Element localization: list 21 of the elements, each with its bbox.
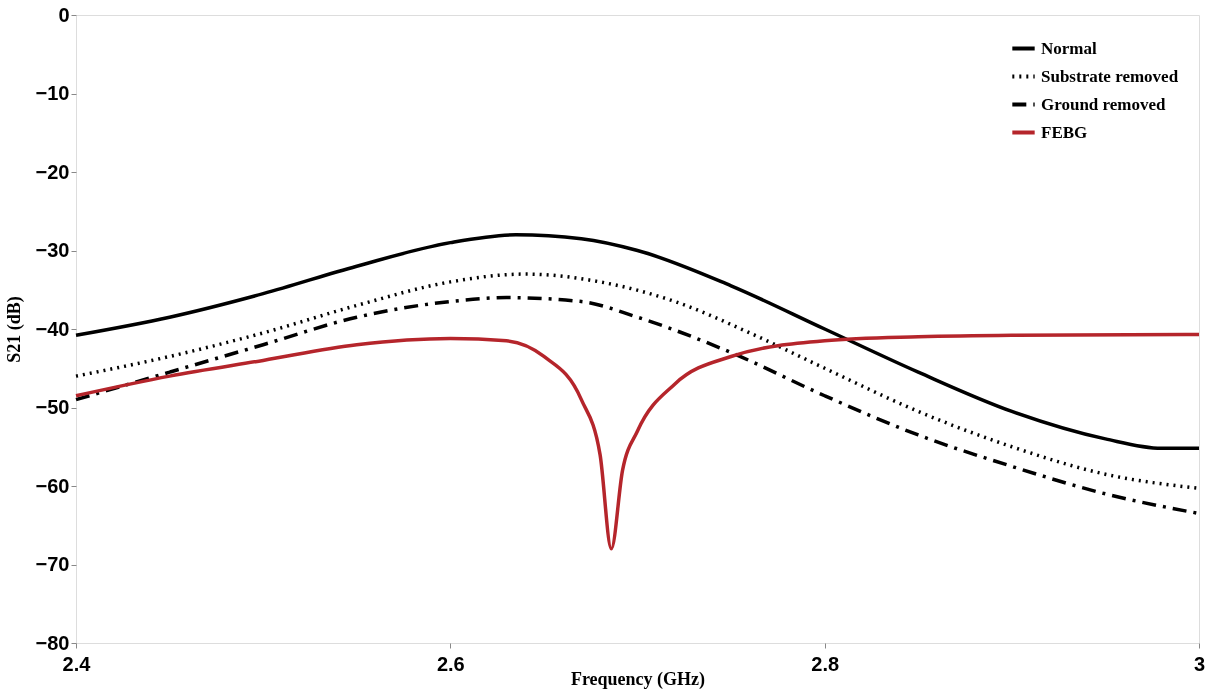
line-series	[74, 233, 1201, 451]
y-tick-label: −40	[35, 317, 70, 340]
legend-label: Ground removed	[1041, 94, 1167, 114]
y-tick-label: −80	[35, 631, 70, 654]
y-tick-label: −30	[35, 239, 70, 261]
x-tick-label: 2.6	[436, 652, 465, 675]
x-axis-title: Frequency (GHz)	[570, 668, 706, 690]
y-tick-label: −10	[35, 82, 70, 104]
y-axis-title: S21 (dB)	[3, 296, 25, 363]
legend-label: Normal	[1041, 38, 1097, 58]
legend-label: Substrate removed	[1041, 66, 1179, 86]
y-tick-label: −60	[35, 474, 70, 497]
x-tick-label: 3	[1193, 652, 1206, 675]
line-series	[74, 332, 1201, 551]
y-tick-label: −50	[35, 396, 70, 418]
y-tick-label: 0	[58, 3, 70, 26]
y-tick-label: −20	[35, 160, 70, 183]
x-tick-label: 2.8	[811, 652, 840, 675]
legend-label: FEBG	[1041, 122, 1088, 142]
y-tick-label: −70	[35, 553, 70, 575]
x-tick-label: 2.4	[62, 652, 92, 675]
